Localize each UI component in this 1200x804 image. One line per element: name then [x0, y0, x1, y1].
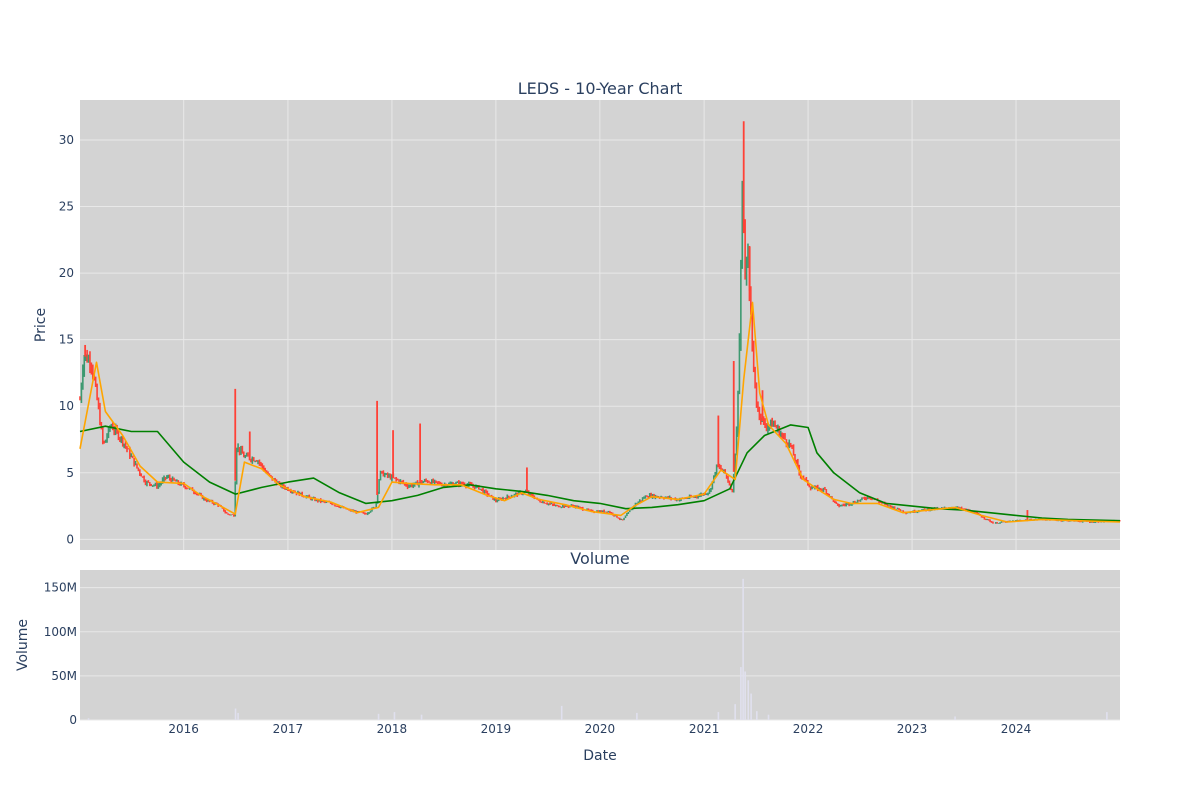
price-y-tick-label: 0: [66, 532, 74, 546]
volume-bar: [717, 712, 720, 720]
volume-y-tick-label: 100M: [44, 625, 77, 639]
volume-bar: [377, 713, 380, 720]
x-tick-label: 2024: [1001, 722, 1032, 736]
x-axis-label: Date: [583, 748, 616, 764]
volume-bar: [237, 712, 239, 720]
x-tick-label: 2017: [273, 722, 304, 736]
price-moving-averages: [79, 301, 1121, 523]
volume-bar: [1106, 712, 1108, 720]
volume-bar: [747, 680, 750, 720]
price-y-tick-label: 5: [66, 466, 74, 480]
x-tick-label: 2016: [168, 722, 199, 736]
volume-bar: [740, 667, 742, 720]
x-tick-label: 2021: [689, 722, 720, 736]
volume-bar: [744, 671, 746, 720]
volume-bar: [734, 704, 736, 720]
volume-bar: [393, 712, 396, 720]
volume-bars: [87, 578, 1108, 720]
x-tick-label: 2020: [585, 722, 616, 736]
price-y-tick-label: 30: [59, 133, 74, 147]
x-tick-label: 2018: [377, 722, 408, 736]
volume-bar: [234, 708, 237, 720]
price-y-ticks: 0 5 10 15 20 25 30: [59, 133, 74, 546]
volume-subplot-title: Volume: [570, 549, 630, 568]
volume-bar: [742, 578, 744, 720]
x-tick-label: 2022: [793, 722, 824, 736]
volume-bar: [560, 705, 563, 720]
price-axis-label: Price: [33, 308, 49, 342]
volume-y-tick-label: 0: [69, 713, 77, 727]
volume-y-ticks: 0 50M 100M 150M: [44, 581, 77, 727]
volume-y-tick-label: 150M: [44, 581, 77, 595]
x-tick-label: 2019: [481, 722, 512, 736]
volume-bar: [87, 718, 90, 720]
volume-y-tick-label: 50M: [51, 669, 77, 683]
volume-bar: [954, 716, 956, 720]
moving-average-short-line: [79, 301, 1121, 523]
volume-gridlines: [80, 587, 1120, 721]
price-y-tick-label: 15: [59, 333, 74, 347]
price-y-tick-label: 25: [59, 200, 74, 214]
price-gridlines: [80, 100, 1120, 550]
volume-plot-area: [80, 570, 1120, 720]
volume-axis-label: Volume: [15, 619, 31, 671]
price-y-tick-label: 20: [59, 266, 74, 280]
price-y-tick-label: 10: [59, 399, 74, 413]
volume-bar: [767, 714, 770, 720]
volume-bar: [756, 711, 758, 720]
volume-bar: [750, 693, 752, 720]
moving-average-long-line: [79, 424, 1121, 522]
x-tick-label: 2023: [897, 722, 928, 736]
chart-title: LEDS - 10-Year Chart: [518, 79, 683, 98]
volume-bar: [636, 712, 638, 720]
x-axis-ticks: 2016 2017 2018 2019 2020 2021 2022 2023 2024: [168, 722, 1031, 736]
volume-bar: [420, 714, 423, 720]
